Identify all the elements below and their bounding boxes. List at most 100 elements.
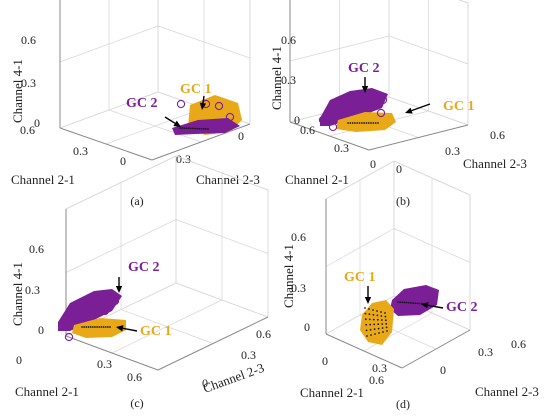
sample-point <box>368 308 370 310</box>
sample-point <box>207 128 209 130</box>
z-tick-label: 0 <box>38 323 44 337</box>
sample-point <box>194 127 196 130</box>
gc2-cluster <box>58 289 122 331</box>
sample-point <box>410 302 412 304</box>
x-tick-label: 0 <box>16 353 22 367</box>
x-tick-label: 0 <box>322 354 328 368</box>
sample-point <box>96 326 98 328</box>
sample-point <box>368 313 371 316</box>
arrow-head <box>173 120 181 127</box>
box-edge <box>65 155 177 210</box>
sample-point <box>369 328 372 331</box>
x-tick-label: 0 <box>120 154 126 168</box>
sample-point <box>384 312 386 314</box>
x-tick-label: 0.3 <box>334 141 349 155</box>
cluster-label: GC 1 <box>344 270 376 285</box>
sample-point <box>364 312 367 315</box>
outlier-marker <box>395 295 405 305</box>
cluster-label: GC 2 <box>446 300 478 315</box>
arrow <box>405 103 431 114</box>
sample-point <box>98 326 101 328</box>
gc2-cluster <box>390 285 439 316</box>
sample-point <box>81 326 83 328</box>
arrow-shaft <box>122 327 138 332</box>
sample-point <box>381 327 384 329</box>
sample-point <box>384 319 387 322</box>
outlier-marker <box>223 122 233 132</box>
sample-point <box>372 313 375 316</box>
gridline <box>108 109 202 143</box>
arrow <box>164 116 181 127</box>
sample-point <box>407 301 410 304</box>
z-axis-title: Channel 4-1 <box>281 244 296 308</box>
z-axis-title: Channel 4-1 <box>10 59 25 123</box>
z-tick-label: 0.3 <box>291 281 306 295</box>
sample-point <box>100 326 103 328</box>
sample-point <box>104 326 107 328</box>
sample-point <box>183 127 186 130</box>
gridline <box>388 96 469 126</box>
axes-box <box>325 160 471 369</box>
sample-point <box>200 127 203 130</box>
sample-point <box>380 319 383 321</box>
sample-point <box>89 326 92 328</box>
cluster-label: GC 1 <box>180 82 212 97</box>
sample-point <box>369 323 372 326</box>
x-axis-line <box>59 127 153 161</box>
gridline <box>59 91 159 129</box>
x-tick-label: 0.3 <box>97 357 112 371</box>
outlier-marker <box>214 101 224 111</box>
sample-point <box>372 122 375 124</box>
arrow <box>421 302 444 309</box>
z-tick-label: 0.3 <box>281 73 296 87</box>
y-tick-label: 0.6 <box>256 327 271 341</box>
sample-point <box>380 311 382 313</box>
sample-point <box>368 318 371 321</box>
sample-point <box>372 309 374 311</box>
arrow <box>364 286 372 304</box>
sample-point <box>386 330 388 332</box>
x-tick-label: 0.6 <box>369 373 384 387</box>
y-tick-label: 0 <box>396 162 402 176</box>
y-tick-label: 0.6 <box>490 128 505 142</box>
sample-point <box>412 302 414 304</box>
y-tick-label: 0.3 <box>478 345 493 359</box>
sample-point <box>358 122 361 124</box>
y-axis-title: Channel 2-3 <box>463 156 527 171</box>
sample-point <box>405 301 408 304</box>
sample-point <box>363 122 366 124</box>
gc1-cluster <box>360 300 394 345</box>
outlier-marker <box>61 320 71 330</box>
sample-point <box>185 127 188 130</box>
sample-point <box>198 127 201 130</box>
cluster-label: GC 1 <box>140 324 172 339</box>
arrow-head <box>199 102 207 110</box>
sample-point <box>347 122 349 124</box>
z-axis-title: Channel 4-1 <box>10 262 25 326</box>
arrow-shaft <box>411 103 431 112</box>
gc2-cluster <box>172 118 240 135</box>
sample-point <box>364 307 366 309</box>
sample-point <box>91 326 94 328</box>
outlier-marker <box>100 306 110 316</box>
outlier-marker <box>110 296 120 306</box>
y-axis-line <box>151 123 251 161</box>
sample-point <box>373 328 376 331</box>
x-axis-line <box>325 333 403 369</box>
box-edge <box>175 155 269 191</box>
sample-point <box>365 329 368 332</box>
arrow-head <box>405 107 413 114</box>
sample-point <box>385 322 388 325</box>
z-tick-label: 0.6 <box>281 33 296 47</box>
outlier-marker <box>328 122 338 132</box>
y-tick-label: 0.3 <box>241 348 256 362</box>
sample-point <box>378 332 380 334</box>
sample-point <box>381 323 384 325</box>
sample-point <box>365 122 368 124</box>
sample-point <box>360 122 363 124</box>
x-axis-line <box>65 335 159 371</box>
sample-point <box>367 122 370 124</box>
sample-point <box>382 331 384 333</box>
sample-point <box>202 127 205 130</box>
